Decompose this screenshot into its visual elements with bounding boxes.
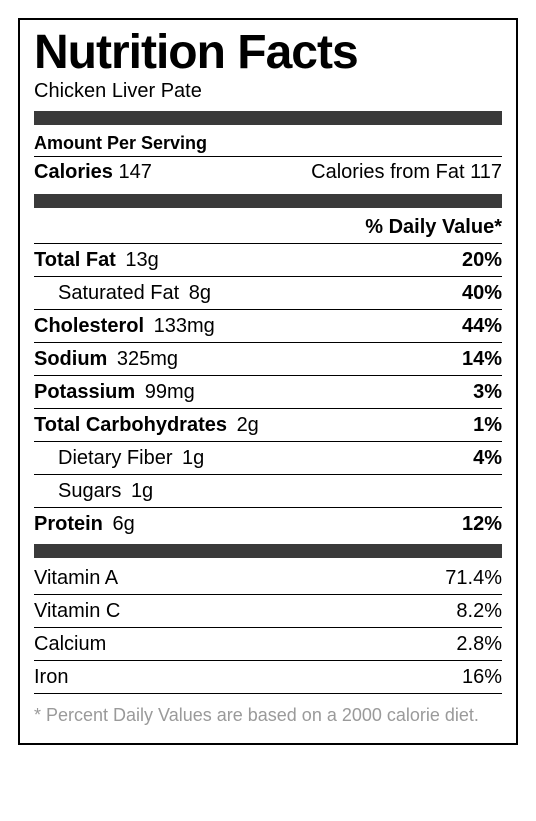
nutrient-amount: 133mg (154, 315, 215, 337)
product-name: Chicken Liver Pate (34, 80, 502, 103)
vitamin-row-calcium: Calcium 2.8% (34, 628, 502, 661)
calories-row: Calories 147 Calories from Fat 117 (34, 157, 502, 190)
nutrient-label: Sodium (34, 348, 107, 370)
calories-left: Calories 147 (34, 161, 152, 184)
amount-per-serving-label: Amount Per Serving (34, 129, 502, 157)
vitamin-row-iron: Iron 16% (34, 661, 502, 694)
daily-value-header: % Daily Value* (34, 212, 502, 244)
nutrient-label: Sugars (58, 480, 121, 502)
nutrient-label: Potassium (34, 381, 135, 403)
nutrient-dv: 1% (473, 414, 502, 437)
vitamin-dv: 2.8% (456, 633, 502, 656)
nutrient-row-sugars: Sugars 1g (34, 475, 502, 508)
vitamin-row-a: Vitamin A 71.4% (34, 562, 502, 595)
nutrient-amount: 6g (112, 513, 134, 535)
nutrient-dv: 4% (473, 447, 502, 470)
calories-label: Calories (34, 161, 113, 183)
panel-title: Nutrition Facts (34, 28, 502, 78)
nutrient-dv: 3% (473, 381, 502, 404)
nutrient-amount: 325mg (117, 348, 178, 370)
nutrient-row-total-carbs: Total Carbohydrates 2g 1% (34, 409, 502, 442)
calories-value: 147 (119, 161, 152, 183)
nutrient-amount: 1g (182, 447, 204, 469)
nutrient-row-sodium: Sodium 325mg 14% (34, 343, 502, 376)
nutrient-dv: 40% (462, 282, 502, 305)
nutrient-amount: 99mg (145, 381, 195, 403)
vitamin-label: Vitamin C (34, 600, 120, 623)
footnote: * Percent Daily Values are based on a 20… (34, 694, 502, 731)
nutrient-amount: 8g (189, 282, 211, 304)
nutrient-label: Cholesterol (34, 315, 144, 337)
nutrient-amount: 13g (125, 249, 158, 271)
nutrient-dv: 14% (462, 348, 502, 371)
vitamin-label: Iron (34, 666, 68, 689)
separator-bar (34, 111, 502, 125)
nutrient-label: Saturated Fat (58, 282, 179, 304)
calories-from-fat: Calories from Fat 117 (311, 161, 502, 184)
nutrient-label: Total Carbohydrates (34, 414, 227, 436)
nutrient-row-total-fat: Total Fat 13g 20% (34, 244, 502, 277)
nutrient-row-potassium: Potassium 99mg 3% (34, 376, 502, 409)
nutrient-dv: 12% (462, 513, 502, 536)
nutrient-amount: 2g (237, 414, 259, 436)
nutrient-dv: 44% (462, 315, 502, 338)
nutrient-row-saturated-fat: Saturated Fat 8g 40% (34, 277, 502, 310)
vitamin-label: Vitamin A (34, 567, 118, 590)
nutrient-row-protein: Protein 6g 12% (34, 508, 502, 540)
separator-bar (34, 544, 502, 558)
nutrient-row-dietary-fiber: Dietary Fiber 1g 4% (34, 442, 502, 475)
vitamin-row-c: Vitamin C 8.2% (34, 595, 502, 628)
nutrient-label: Protein (34, 513, 103, 535)
vitamin-dv: 8.2% (456, 600, 502, 623)
separator-bar (34, 194, 502, 208)
calories-from-fat-label: Calories from Fat (311, 161, 464, 183)
nutrient-label: Total Fat (34, 249, 116, 271)
vitamin-label: Calcium (34, 633, 106, 656)
nutrient-amount: 1g (131, 480, 153, 502)
vitamin-dv: 16% (462, 666, 502, 689)
nutrient-label: Dietary Fiber (58, 447, 172, 469)
calories-from-fat-value: 117 (470, 161, 502, 183)
vitamin-dv: 71.4% (445, 567, 502, 590)
nutrition-facts-panel: Nutrition Facts Chicken Liver Pate Amoun… (18, 18, 518, 745)
nutrient-row-cholesterol: Cholesterol 133mg 44% (34, 310, 502, 343)
nutrient-dv: 20% (462, 249, 502, 272)
